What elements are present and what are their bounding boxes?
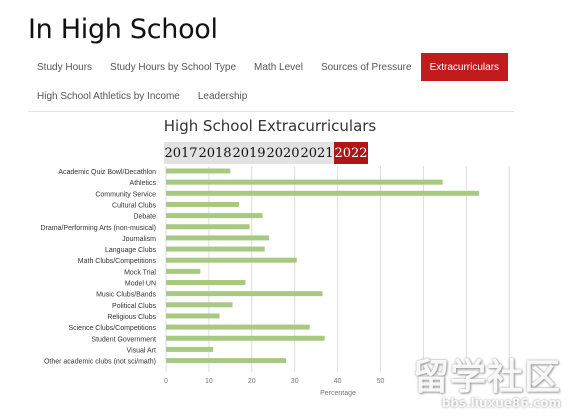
year-2022-button[interactable]: 2022	[334, 142, 368, 164]
bar	[166, 246, 265, 252]
bar	[166, 179, 443, 185]
year-2020-button[interactable]: 2020	[266, 145, 300, 161]
watermark-url-text: bbs.liuxue86.com	[441, 396, 561, 410]
category-label: Language Clubs	[105, 247, 156, 254]
category-label: Music Clubs/Bands	[96, 292, 156, 299]
bar	[166, 235, 269, 241]
x-tick-label: 40	[334, 378, 342, 385]
category-label: Athletics	[130, 180, 157, 187]
tab-extracurriculars[interactable]: Extracurriculars	[420, 53, 509, 81]
year-selector: 2017 2018 2019 2020 2021 2022	[164, 142, 368, 164]
bar	[166, 213, 263, 219]
tab-athletics-by-income[interactable]: High School Athletics by Income	[37, 90, 180, 102]
year-2017-button[interactable]: 2017	[164, 145, 198, 161]
category-label: Other academic clubs (not sci/math)	[44, 359, 156, 366]
category-label: Debate	[133, 214, 156, 221]
tabs-divider	[28, 111, 514, 112]
category-label: Community Service	[95, 191, 156, 198]
bar	[166, 291, 323, 297]
tab-sources-of-pressure[interactable]: Sources of Pressure	[320, 61, 412, 73]
category-label: Model UN	[125, 281, 156, 288]
year-2018-button[interactable]: 2018	[198, 145, 232, 161]
x-tick-label: 10	[205, 378, 213, 385]
category-label: Visual Art	[127, 347, 156, 354]
category-label: Journalism	[122, 236, 156, 243]
bar	[166, 280, 246, 285]
category-label: Religious Clubs	[107, 314, 156, 321]
bar	[166, 335, 325, 341]
x-tick-label: 30	[291, 378, 299, 385]
category-label: Math Clubs/Competitions	[78, 258, 157, 265]
watermark-main-text: 留学社区	[412, 357, 561, 398]
bar	[166, 358, 287, 364]
bar	[166, 346, 214, 352]
bar	[166, 324, 310, 330]
tab-bar: Study Hours Study Hours by School Type M…	[28, 53, 509, 81]
tab-study-hours-by-school-type[interactable]: Study Hours by School Type	[110, 61, 237, 73]
tab-math-level[interactable]: Math Level	[254, 61, 303, 73]
bar	[166, 224, 250, 230]
x-tick-label: 20	[248, 378, 256, 385]
bar	[166, 313, 220, 319]
bar	[166, 168, 231, 174]
category-label: Mock Trial	[124, 269, 156, 276]
category-label: Cultural Clubs	[112, 202, 156, 209]
tab-study-hours[interactable]: Study Hours	[37, 61, 93, 73]
chart-title: High School Extracurriculars	[163, 117, 377, 135]
category-label: Drama/Performing Arts (non-musical)	[40, 225, 156, 232]
bar	[166, 201, 239, 207]
tab-bar-row-2: High School Athletics by Income Leadersh…	[28, 84, 256, 108]
bar	[166, 190, 480, 196]
x-tick-label: 50	[377, 378, 385, 385]
bar	[166, 268, 201, 274]
x-axis-label: Percentage	[320, 390, 356, 397]
watermark-logo: 留学社区 bbs.liuxue86.com	[413, 348, 561, 410]
bar	[166, 257, 297, 263]
category-label: Academic Quiz Bowl/Decathlon	[58, 169, 156, 176]
tab-leadership[interactable]: Leadership	[197, 90, 248, 102]
category-label: Science Clubs/Competitions	[68, 325, 156, 332]
bar	[166, 302, 233, 308]
category-label: Political Clubs	[112, 303, 156, 310]
category-label: Student Government	[91, 336, 156, 343]
year-2021-button[interactable]: 2021	[300, 145, 334, 161]
year-2019-button[interactable]: 2019	[232, 145, 266, 161]
x-tick-label: 0	[164, 378, 168, 385]
page-title: In High School	[28, 14, 218, 45]
